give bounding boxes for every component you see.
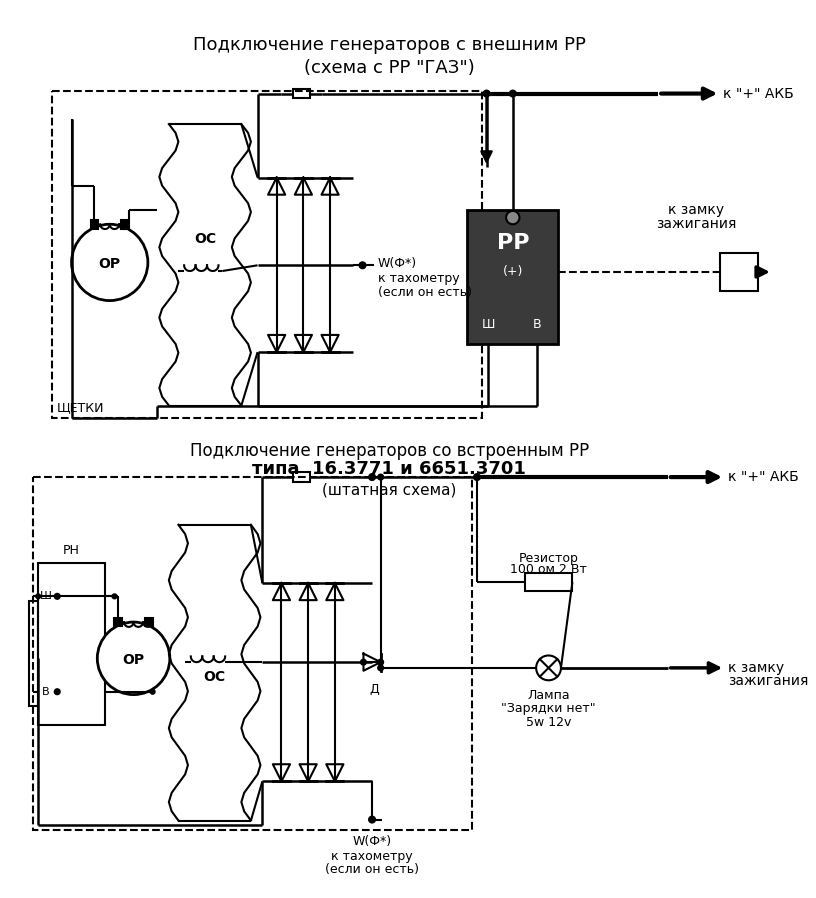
- Bar: [293, 89, 310, 99]
- Text: Ш: Ш: [481, 318, 495, 331]
- Bar: [721, 253, 758, 291]
- Circle shape: [536, 656, 561, 681]
- Bar: [114, 619, 122, 626]
- Bar: [91, 220, 98, 229]
- Text: Подключение генераторов с внешним РР: Подключение генераторов с внешним РР: [193, 36, 586, 54]
- Text: РР: РР: [496, 233, 529, 253]
- Text: (+): (+): [503, 266, 523, 278]
- Bar: [52, 91, 481, 418]
- Bar: [29, 601, 38, 706]
- Text: ЩЕТКИ: ЩЕТКИ: [57, 401, 104, 414]
- Text: к "+" АКБ: к "+" АКБ: [728, 470, 799, 484]
- Circle shape: [378, 659, 384, 665]
- Text: зажигания: зажигания: [656, 217, 737, 232]
- Bar: [38, 563, 105, 725]
- Circle shape: [506, 211, 520, 224]
- Text: В: В: [533, 318, 542, 331]
- Circle shape: [483, 90, 490, 97]
- Circle shape: [55, 689, 60, 694]
- Circle shape: [112, 594, 117, 599]
- Text: Ш: Ш: [40, 591, 51, 602]
- Text: (схема с РР "ГАЗ"): (схема с РР "ГАЗ"): [304, 59, 475, 77]
- Circle shape: [509, 90, 517, 97]
- Circle shape: [359, 262, 366, 269]
- Text: 5w 12v: 5w 12v: [526, 716, 571, 728]
- Circle shape: [150, 690, 155, 694]
- Text: типа  16.3771 и 6651.3701: типа 16.3771 и 6651.3701: [252, 460, 526, 478]
- Text: ОС: ОС: [203, 671, 226, 684]
- Circle shape: [473, 474, 481, 480]
- Text: к замку: к замку: [668, 203, 725, 217]
- Text: 100 ом 2 Вт: 100 ом 2 Вт: [510, 563, 587, 577]
- Text: W(Ф*): W(Ф*): [353, 835, 392, 848]
- Bar: [293, 472, 310, 482]
- Text: РН: РН: [63, 544, 80, 558]
- Bar: [525, 574, 572, 591]
- Text: ОС: ОС: [194, 232, 216, 245]
- Text: к тахометру: к тахометру: [378, 272, 459, 286]
- Bar: [121, 220, 129, 229]
- Text: (штатная схема): (штатная схема): [322, 483, 456, 497]
- Circle shape: [97, 622, 170, 694]
- Text: (если он есть): (если он есть): [378, 286, 472, 298]
- Circle shape: [72, 224, 148, 301]
- Bar: [33, 477, 472, 830]
- Circle shape: [369, 816, 375, 823]
- Circle shape: [55, 594, 60, 599]
- Circle shape: [378, 665, 384, 671]
- Text: "Зарядки нет": "Зарядки нет": [501, 702, 596, 715]
- Text: (если он есть): (если он есть): [325, 864, 419, 876]
- Text: W(Ф*): W(Ф*): [378, 257, 417, 270]
- Text: ОР: ОР: [122, 653, 144, 667]
- Text: Подключение генераторов со встроенным РР: Подключение генераторов со встроенным РР: [189, 442, 589, 460]
- Text: Лампа: Лампа: [527, 689, 570, 702]
- Text: к "+" АКБ: к "+" АКБ: [723, 86, 794, 101]
- Text: зажигания: зажигания: [728, 674, 809, 688]
- Text: ОР: ОР: [99, 258, 121, 271]
- Bar: [468, 210, 558, 344]
- Bar: [145, 619, 153, 626]
- Text: Д: Д: [369, 683, 379, 696]
- Circle shape: [361, 659, 366, 665]
- Circle shape: [36, 594, 41, 599]
- Text: к замку: к замку: [728, 661, 784, 675]
- Circle shape: [378, 474, 384, 480]
- Circle shape: [369, 474, 375, 480]
- Text: к тахометру: к тахометру: [331, 850, 413, 863]
- Text: В: В: [42, 687, 50, 697]
- Text: Резистор: Резистор: [519, 552, 579, 565]
